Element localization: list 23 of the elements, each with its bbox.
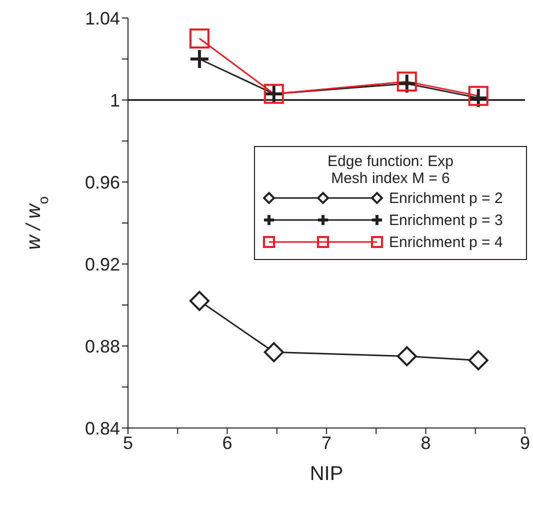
point xyxy=(396,346,417,366)
point xyxy=(189,290,210,311)
y-tick-label: 0.96 xyxy=(84,172,120,192)
y-tick-label: 1.04 xyxy=(84,8,120,28)
point xyxy=(189,28,210,48)
y-tick-label: 0.88 xyxy=(84,336,120,356)
annotation: Mesh index M = 6 xyxy=(330,170,451,187)
legend-label: Enrichment p = 4 xyxy=(389,234,503,250)
y-tick-label: 0.92 xyxy=(84,254,120,274)
x-axis-title: NIP xyxy=(310,463,344,485)
x-tick-label: 5 xyxy=(122,432,134,453)
x-tick-label: 9 xyxy=(520,432,530,453)
x-tick-label: 6 xyxy=(222,432,232,453)
legend-label: Enrichment p = 3 xyxy=(389,212,503,228)
point xyxy=(264,342,284,362)
y-tick-label: 1 xyxy=(110,90,120,110)
point xyxy=(468,350,488,370)
x-tick-label: 7 xyxy=(321,432,332,453)
legend-title: Edge function: Exp xyxy=(326,153,454,170)
x-tick-label: 8 xyxy=(420,432,431,453)
y-tick-label: 0.84 xyxy=(84,418,120,438)
legend-label: Enrichment p = 2 xyxy=(389,190,503,206)
point xyxy=(188,48,210,70)
